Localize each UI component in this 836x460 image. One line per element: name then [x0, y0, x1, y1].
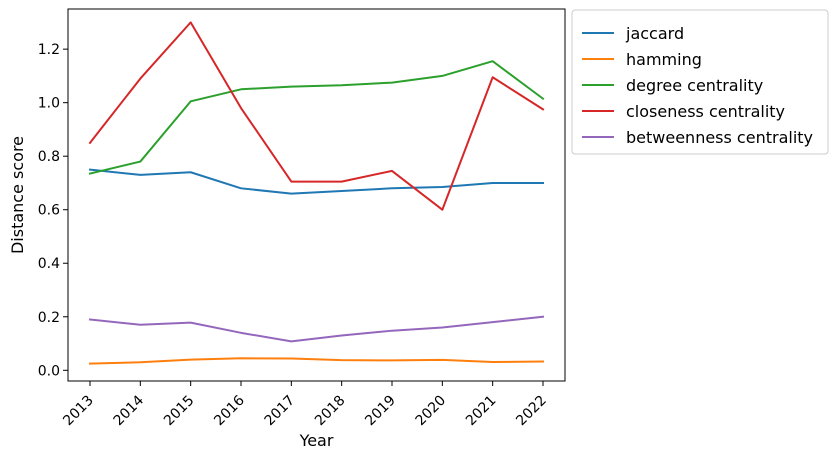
y-tick-label: 1.0 [38, 96, 60, 112]
legend-box [571, 9, 829, 155]
y-tick-label: 1.2 [38, 42, 60, 58]
series-line-closeness-centrality [88, 21, 545, 211]
legend-label: betweenness centrality [626, 128, 813, 147]
y-tick-label: 0.0 [38, 363, 60, 379]
x-tick-label: 2016 [211, 392, 248, 429]
x-tick-label: 2013 [60, 393, 97, 430]
x-tick-label: 2017 [262, 393, 299, 430]
y-tick-label: 0.4 [38, 256, 60, 272]
legend: jaccard hamming degree centrality closeness… [571, 9, 829, 155]
x-tick-label: 2020 [413, 393, 450, 430]
legend-label: jaccard [625, 24, 684, 43]
plot-frame [67, 8, 566, 382]
y-axis-label: Distance score [8, 136, 27, 254]
y-tick-label: 0.8 [38, 149, 60, 165]
x-axis-label: Year [299, 431, 334, 450]
x-tick-label: 2014 [111, 392, 148, 429]
series-lines [88, 21, 545, 365]
legend-label: hamming [626, 50, 702, 69]
x-tick-label: 2018 [312, 393, 349, 430]
axes: 2013 2014 2015 2016 2017 2018 2019 2020 2021 2022… [38, 8, 566, 430]
series-line-degree-centrality [88, 60, 545, 175]
series-line-jaccard [88, 168, 544, 195]
legend-label: closeness centrality [626, 102, 785, 121]
y-tick-label: 0.2 [38, 310, 60, 326]
x-tick-label: 2021 [463, 393, 500, 430]
x-tick-label: 2019 [362, 393, 399, 430]
legend-label: degree centrality [626, 76, 763, 95]
series-line-betweenness-centrality [88, 315, 545, 343]
x-tick-label: 2022 [513, 393, 550, 430]
series-line-hamming [88, 357, 545, 365]
x-tick-label: 2015 [161, 393, 198, 430]
y-tick-label: 0.6 [38, 203, 60, 219]
